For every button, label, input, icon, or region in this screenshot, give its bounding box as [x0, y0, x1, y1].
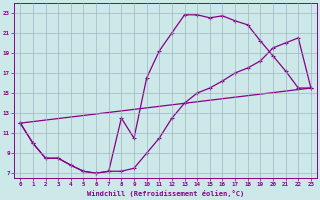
X-axis label: Windchill (Refroidissement éolien,°C): Windchill (Refroidissement éolien,°C) — [87, 190, 244, 197]
